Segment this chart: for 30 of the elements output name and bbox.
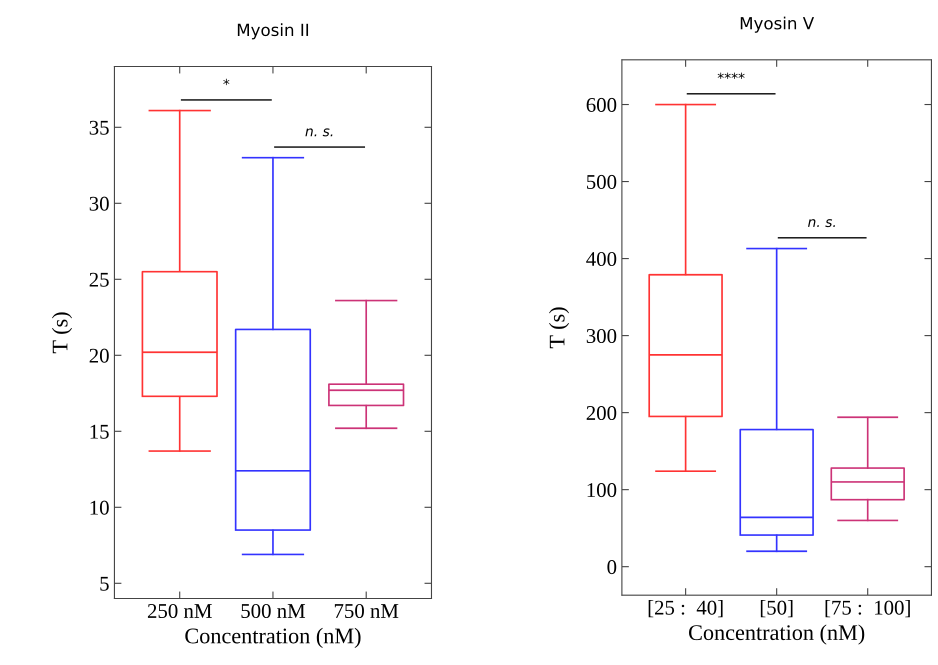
y-tick-label: 200 <box>586 406 616 420</box>
x-tick-label: 250 nM <box>148 604 212 618</box>
y-tick-label: 25 <box>90 272 109 287</box>
x-tick-label: [75 : 100] <box>826 600 910 618</box>
x-axis-title: Concentration (nM) <box>185 628 361 648</box>
x-tick-label: 750 nM <box>334 604 398 618</box>
annotation: * <box>223 78 230 86</box>
annotation: n. s. <box>305 128 332 136</box>
y-tick-label: 15 <box>90 424 109 439</box>
y-tick-label: 100 <box>588 483 616 498</box>
annotation: **** <box>718 72 745 79</box>
y-tick-label: 500 <box>586 174 616 189</box>
x-tick-label: [25 : 40] <box>648 600 723 618</box>
y-tick-label: 0 <box>607 560 616 574</box>
y-axis-title: T (s) <box>52 312 72 354</box>
x-axis-title: Concentration (nM) <box>689 624 864 645</box>
y-tick-label: 10 <box>90 500 109 515</box>
y-tick-label: 600 <box>586 98 616 112</box>
y-axis-title: T (s) <box>548 307 570 348</box>
y-tick-label: 400 <box>586 252 616 266</box>
y-tick-label: 30 <box>90 196 109 211</box>
y-tick-label: 5 <box>100 576 109 591</box>
y-tick-label: 35 <box>90 120 109 135</box>
x-tick-label: 500 nM <box>241 604 306 618</box>
y-tick-label: 300 <box>586 328 616 344</box>
y-tick-label: 20 <box>90 348 109 363</box>
annotation: n. s. <box>808 219 835 228</box>
chart-title: Myosin II <box>238 23 308 40</box>
x-tick-label: [50] <box>760 600 792 618</box>
chart-title: Myosin V <box>740 16 814 33</box>
